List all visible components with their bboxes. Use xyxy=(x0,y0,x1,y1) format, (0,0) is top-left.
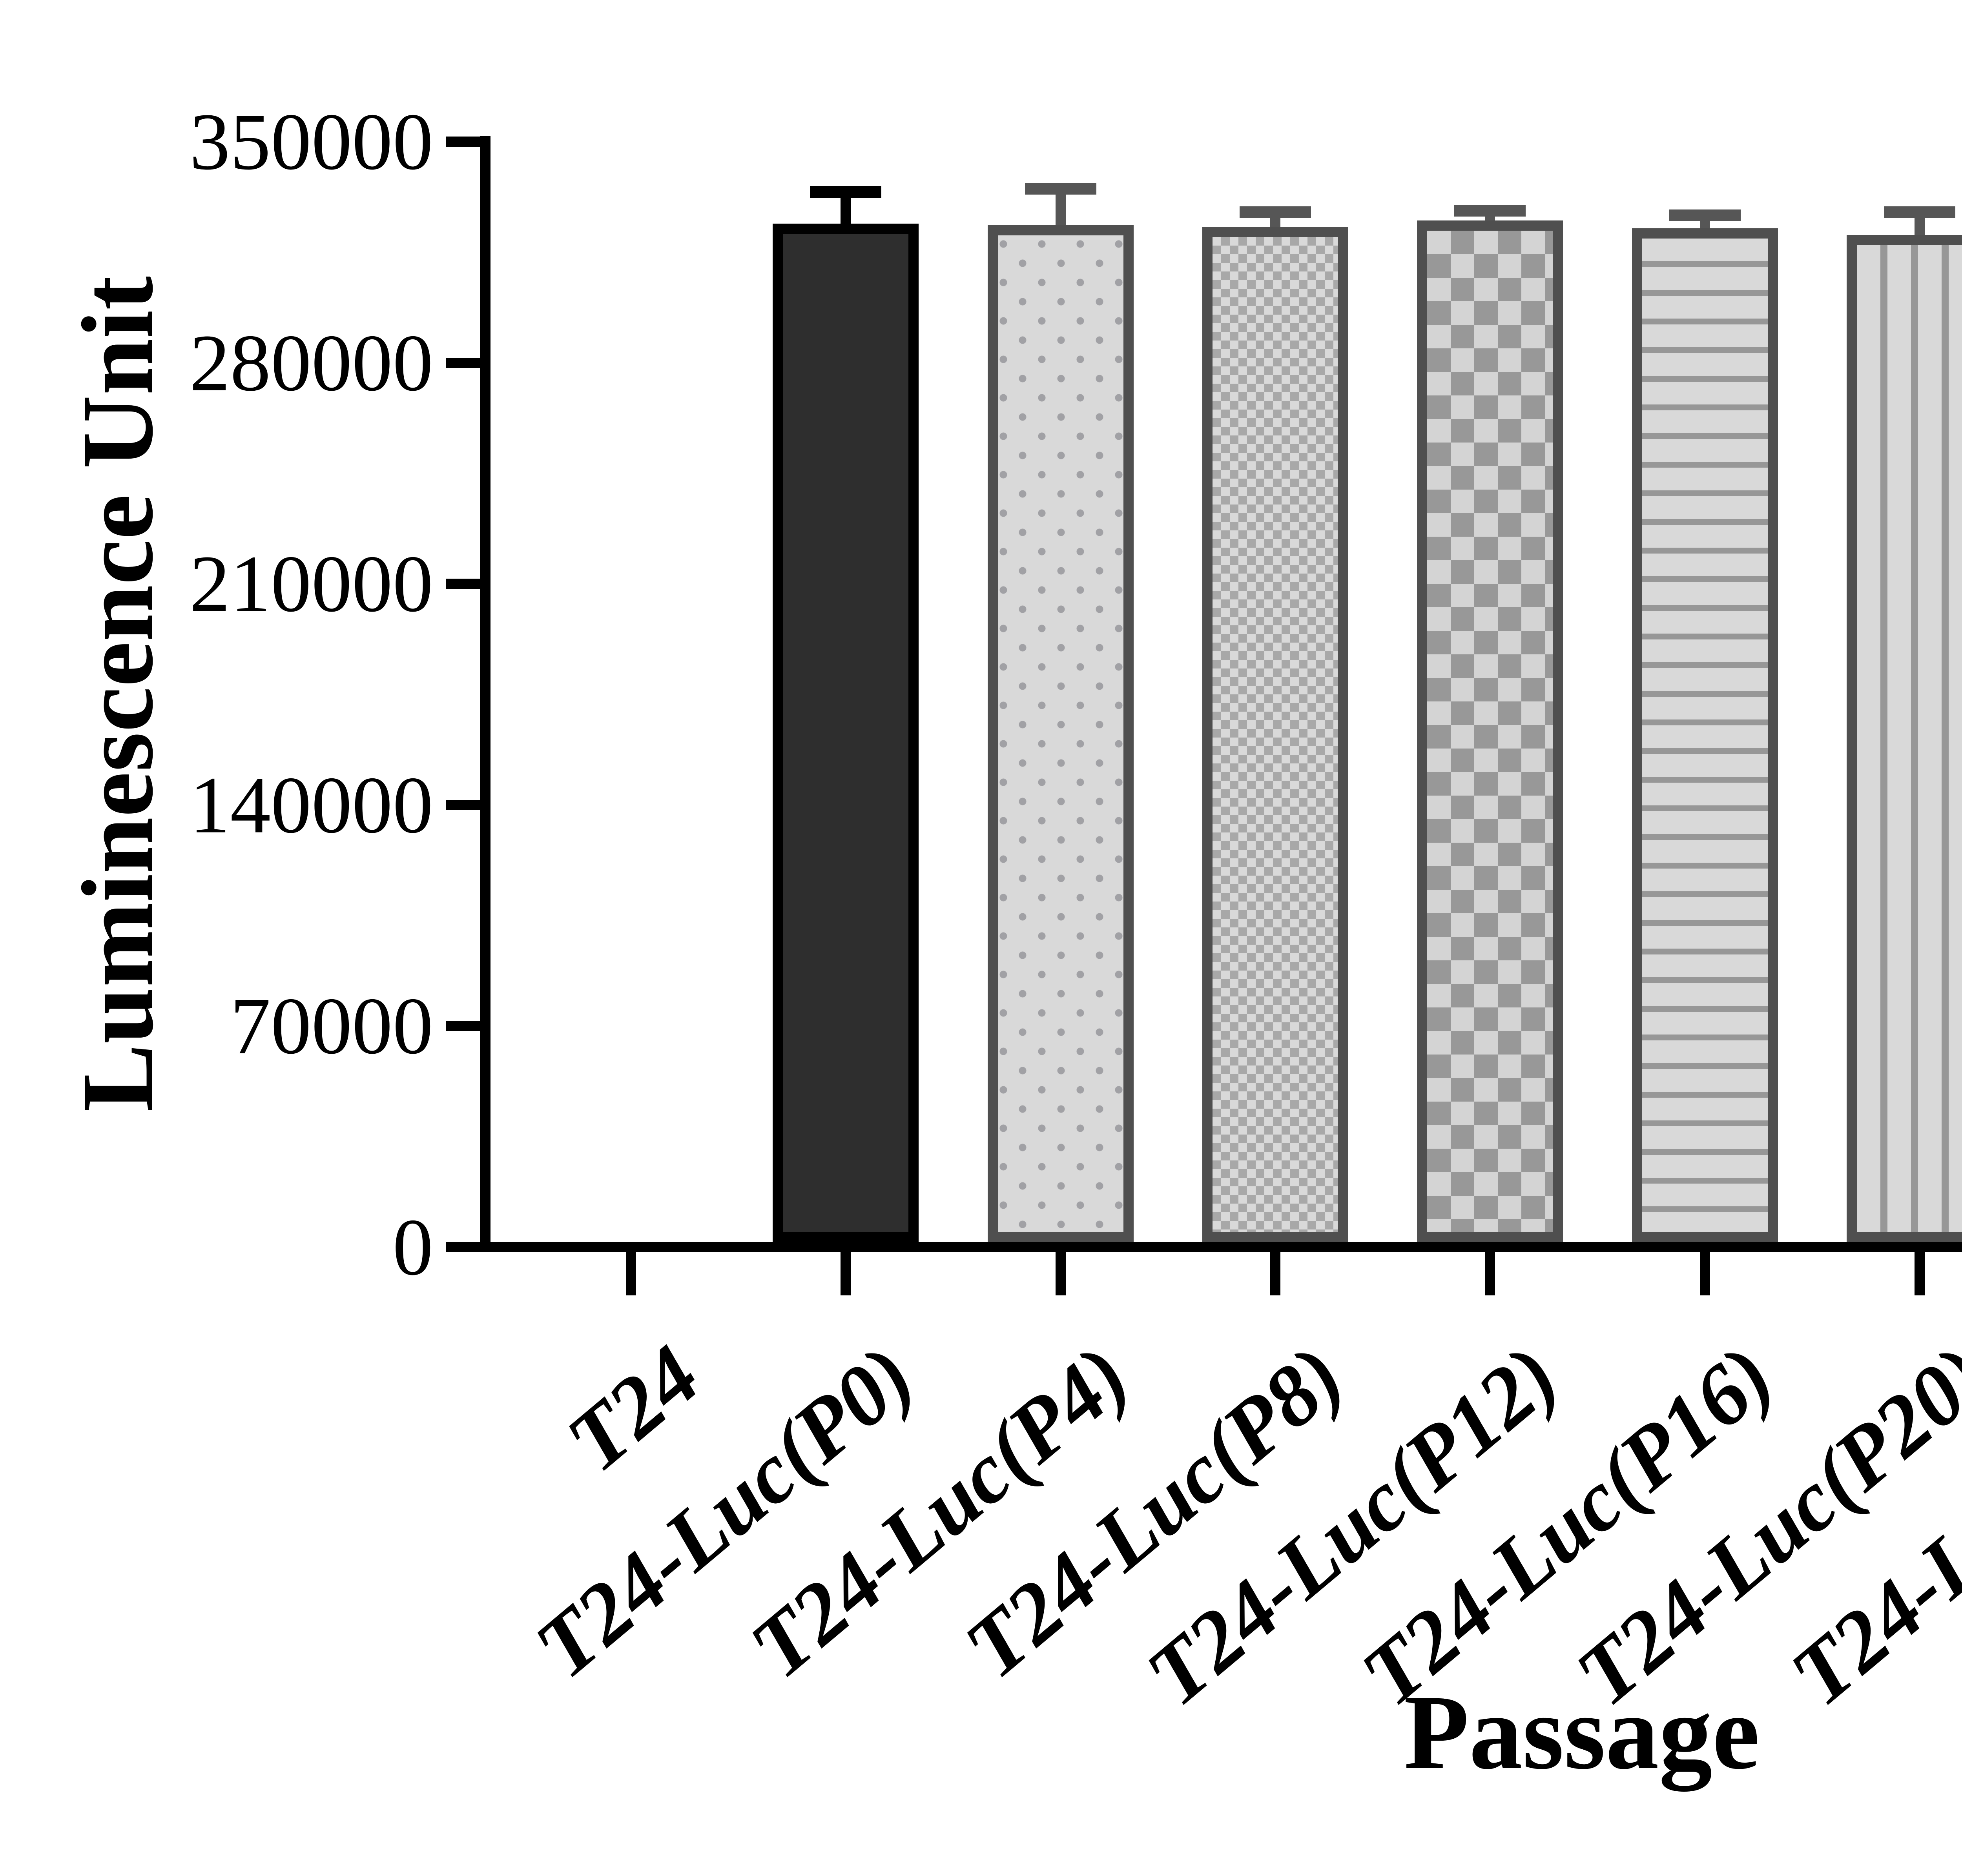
y-tick-label: 350000 xyxy=(190,97,433,187)
y-tick-label: 0 xyxy=(392,1202,434,1292)
y-tick-label: 210000 xyxy=(190,539,433,629)
y-axis-tick xyxy=(446,137,480,147)
y-axis-tick xyxy=(446,1242,480,1252)
x-axis-line xyxy=(446,1242,1962,1252)
error-bar-cap xyxy=(1669,209,1741,222)
bar xyxy=(773,224,919,1242)
bar xyxy=(1202,227,1348,1242)
x-axis-tick xyxy=(1485,1251,1495,1295)
y-axis-tick xyxy=(446,357,480,368)
y-tick-label: 70000 xyxy=(230,981,434,1071)
y-axis-tick xyxy=(446,1021,480,1031)
y-tick-label: 140000 xyxy=(190,760,433,850)
x-axis-tick xyxy=(1699,1251,1710,1295)
bar xyxy=(1846,235,1962,1242)
y-axis-title: Luminescence Unit xyxy=(61,276,174,1112)
bar xyxy=(1417,220,1563,1242)
x-axis-tick xyxy=(1914,1251,1925,1295)
y-tick-label: 280000 xyxy=(190,318,433,408)
error-bar-cap xyxy=(1239,206,1311,219)
x-axis-tick xyxy=(626,1251,636,1295)
x-axis-tick xyxy=(841,1251,851,1295)
y-axis-tick xyxy=(446,579,480,589)
error-bar-cap xyxy=(1884,206,1955,219)
error-bar-cap xyxy=(1454,205,1526,217)
error-bar-cap xyxy=(810,186,882,198)
x-category-label: T24 xyxy=(549,1327,717,1490)
bar xyxy=(987,225,1134,1242)
bar xyxy=(1632,228,1778,1242)
x-axis-tick xyxy=(1055,1251,1066,1295)
y-axis-tick xyxy=(446,800,480,810)
error-bar-cap xyxy=(1025,182,1096,195)
x-axis-tick xyxy=(1270,1251,1280,1295)
y-axis-line xyxy=(480,136,491,1252)
x-axis-title: Passage xyxy=(1404,1673,1760,1791)
